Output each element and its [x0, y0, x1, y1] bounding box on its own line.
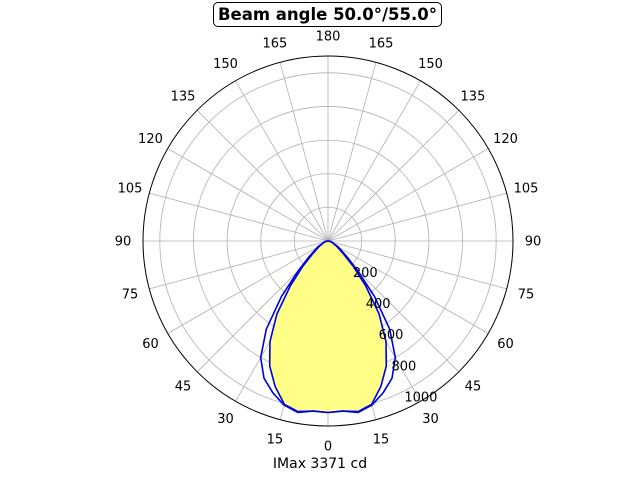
angle-tick-label: 90: [115, 235, 132, 250]
angular-gridline: [327, 148, 489, 242]
radial-tick-label: 1000: [404, 390, 437, 405]
angular-gridline: [327, 62, 377, 242]
angle-tick-label: 0: [324, 440, 332, 455]
beam-fill: [269, 241, 387, 413]
angle-tick-label: 15: [267, 433, 284, 448]
angle-tick-label: 15: [373, 433, 390, 448]
angular-gridline: [279, 62, 329, 242]
angular-gridline: [327, 240, 489, 334]
angle-tick-label: 105: [118, 181, 143, 196]
angle-tick-label: 150: [213, 57, 238, 72]
angular-gridline: [327, 109, 460, 242]
angular-gridline: [235, 80, 329, 242]
angle-tick-label: 150: [418, 57, 443, 72]
angle-tick-label: 75: [518, 288, 535, 303]
polar-frame: [142, 55, 514, 427]
angle-tick-label: 60: [497, 337, 514, 352]
angle-tick-label: 180: [316, 30, 341, 45]
angle-tick-label: 45: [175, 379, 192, 394]
angle-tick-label: 90: [525, 235, 542, 250]
radial-tick-label: 800: [391, 359, 416, 374]
angle-tick-label: 45: [465, 379, 482, 394]
angle-tick-label: 135: [461, 90, 486, 105]
angle-tick-label: 75: [122, 288, 139, 303]
angular-gridline: [167, 148, 329, 242]
angular-gridline: [167, 240, 329, 334]
angle-tick-label: 30: [422, 412, 439, 427]
angular-gridline: [327, 192, 507, 242]
angle-tick-label: 165: [369, 36, 394, 51]
radial-tick-label: 600: [379, 328, 404, 343]
angular-gridline: [149, 192, 329, 242]
radial-tick-label: 200: [353, 266, 378, 281]
angle-tick-label: 120: [493, 132, 518, 147]
series-line-2: [268, 240, 388, 414]
radial-tick-label: 400: [366, 297, 391, 312]
angle-tick-label: 165: [263, 36, 288, 51]
angle-tick-label: 30: [217, 412, 234, 427]
angular-gridline: [196, 109, 329, 242]
angular-gridline: [327, 240, 507, 290]
angle-tick-label: 120: [138, 132, 163, 147]
angle-tick-label: 60: [142, 337, 159, 352]
x-axis-label: IMax 3371 cd: [272, 456, 368, 472]
chart-title: Beam angle 50.0°/55.0°: [213, 2, 442, 27]
angle-tick-label: 135: [171, 90, 196, 105]
angular-gridline: [149, 240, 329, 290]
angular-gridline: [327, 80, 421, 242]
angle-tick-label: 105: [514, 181, 539, 196]
